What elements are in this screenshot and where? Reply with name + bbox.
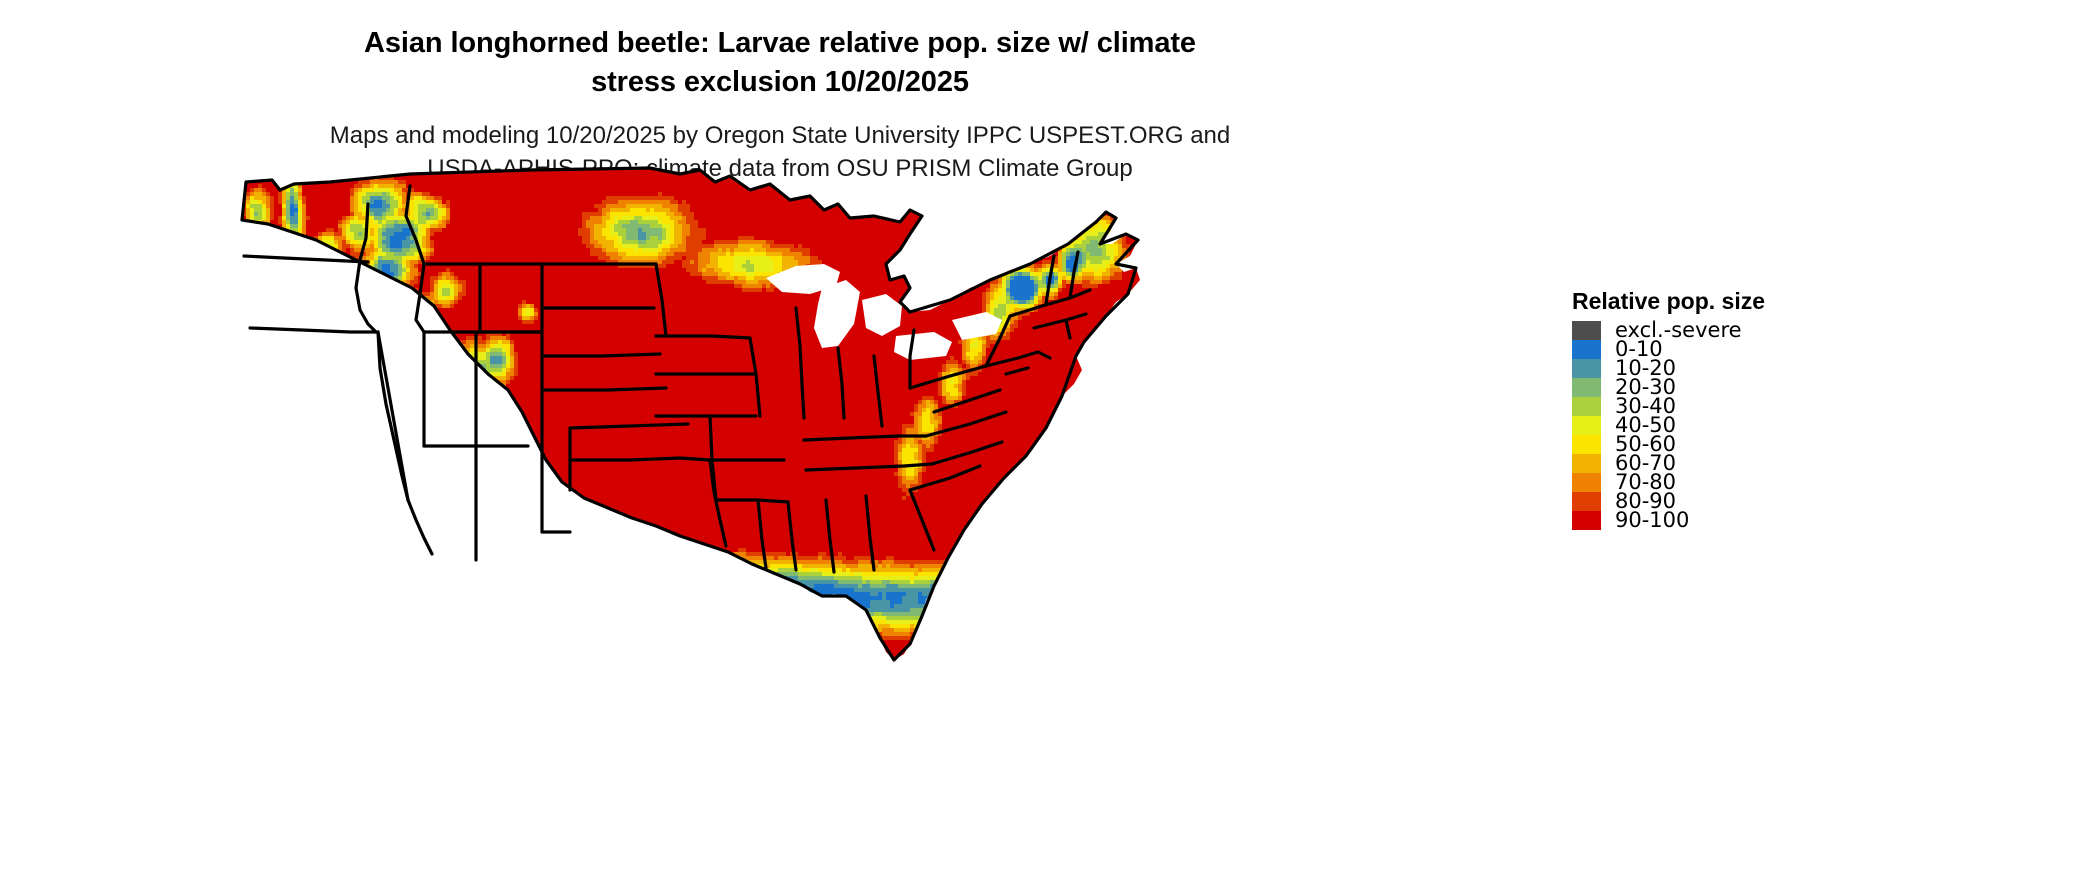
legend-title: Relative pop. size (1572, 288, 1766, 314)
legend-color-swatch (1572, 511, 1601, 530)
legend-color-swatch (1572, 473, 1601, 492)
legend-row: 0-10 (1572, 337, 1892, 361)
legend-row: 10-20 (1572, 356, 1892, 380)
legend-color-swatch (1572, 435, 1601, 454)
legend-label: 20-30 (1615, 375, 1677, 399)
page-title: Asian longhorned beetle: Larvae relative… (0, 24, 1560, 102)
legend-row: 20-30 (1572, 375, 1892, 399)
legend-color-swatch (1572, 492, 1601, 511)
legend-color-swatch (1572, 397, 1601, 416)
legend-label: 50-60 (1615, 432, 1677, 456)
choropleth-map (210, 160, 1200, 670)
legend-row: 40-50 (1572, 413, 1892, 437)
legend-label: 10-20 (1615, 356, 1677, 380)
legend-row: 30-40 (1572, 394, 1892, 418)
legend-label: 80-90 (1615, 489, 1677, 513)
legend-color-swatch (1572, 340, 1601, 359)
legend-label: 90-100 (1615, 508, 1690, 532)
legend-label: 60-70 (1615, 451, 1677, 475)
legend-row: 60-70 (1572, 451, 1892, 475)
legend-row: 70-80 (1572, 470, 1892, 494)
state-boundaries-layer (240, 166, 1140, 662)
legend-color-swatch (1572, 321, 1601, 340)
legend-row: 90-100 (1572, 508, 1892, 532)
legend-color-swatch (1572, 378, 1601, 397)
legend-label: 70-80 (1615, 470, 1677, 494)
us-raster-map-svg (240, 166, 1140, 662)
legend-label: excl.-severe (1615, 318, 1742, 342)
legend-row: excl.-severe (1572, 318, 1892, 342)
legend-color-swatch (1572, 416, 1601, 435)
legend-label: 40-50 (1615, 413, 1677, 437)
title-line-1: Asian longhorned beetle: Larvae relative… (364, 27, 1196, 59)
legend-row: 50-60 (1572, 432, 1892, 456)
subtitle-line-1: Maps and modeling 10/20/2025 by Oregon S… (329, 122, 1231, 149)
legend-label: 30-40 (1615, 394, 1677, 418)
legend-color-swatch (1572, 359, 1601, 378)
title-line-2: stress exclusion 10/20/2025 (591, 66, 969, 98)
legend-row: 80-90 (1572, 489, 1892, 513)
legend-color-swatch (1572, 454, 1601, 473)
legend-items: excl.-severe 0-10 10-20 20-30 30-40 40-50 50-6… (1572, 318, 1892, 532)
legend-label: 0-10 (1615, 337, 1663, 361)
page-subtitle: Maps and modeling 10/20/2025 by Oregon S… (0, 119, 1560, 185)
map-legend: Relative pop. size excl.-severe 0-10 10-20… (1572, 288, 1892, 532)
